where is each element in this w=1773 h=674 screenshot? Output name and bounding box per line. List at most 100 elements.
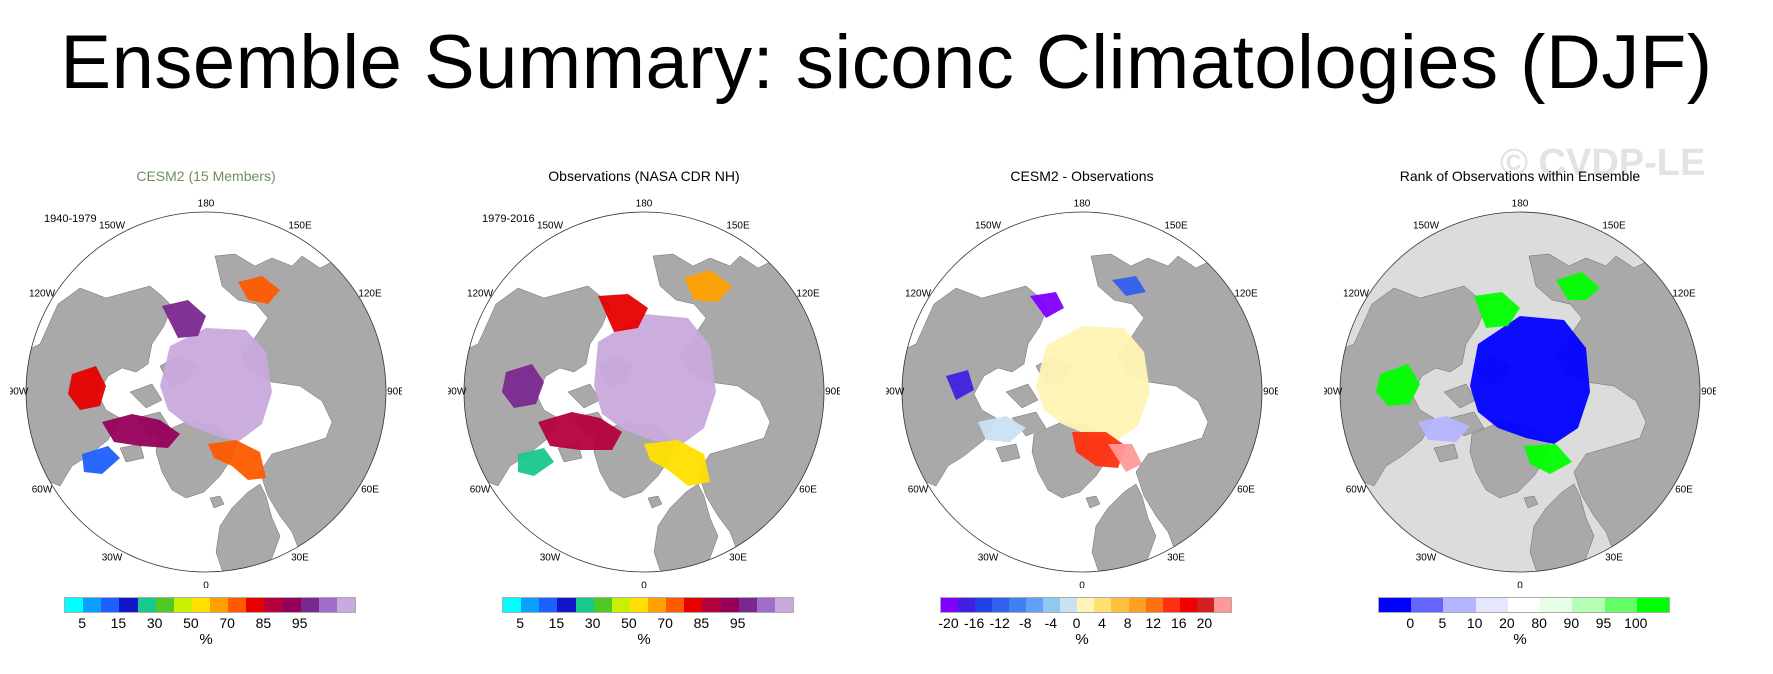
longitude-label: 120W — [905, 289, 932, 300]
colorbar-swatch — [1111, 598, 1129, 612]
period-label: 1979-2016 — [482, 213, 535, 225]
landmass — [209, 495, 225, 509]
landmass — [1085, 495, 1101, 509]
colorbar-swatch — [83, 598, 102, 612]
colorbar-tick-label: 50 — [183, 615, 199, 631]
colorbar-swatch — [137, 598, 156, 612]
colorbar-tick-label: 0 — [1406, 615, 1415, 631]
colorbar-tick-label: 95 — [1595, 615, 1612, 631]
colorbar-tick-label: 10 — [1466, 615, 1483, 631]
colorbar-swatch — [65, 598, 84, 612]
colorbar-swatch — [300, 598, 319, 612]
colorbar-tick-label: 85 — [693, 615, 710, 631]
colorbar-tick-label: 5 — [78, 615, 87, 631]
longitude-label: 180 — [198, 199, 215, 210]
panel-rank: Rank of Observations within Ensemble 180… — [1320, 160, 1720, 660]
longitude-label: 30E — [291, 553, 309, 564]
colorbar-tick-label: 5 — [516, 615, 525, 631]
colorbar-swatch — [648, 598, 667, 612]
longitude-label: 0 — [1079, 581, 1085, 588]
longitude-label: 150E — [1602, 221, 1626, 232]
colorbar-swatch — [1379, 598, 1412, 612]
colorbar-swatch — [228, 598, 247, 612]
longitude-label: 150E — [726, 221, 750, 232]
colorbar-tick-label: 70 — [657, 615, 673, 631]
colorbar-swatch — [1179, 598, 1197, 612]
sea-ice-region — [1556, 272, 1600, 300]
sea-ice-region — [538, 412, 622, 450]
colorbar-swatch — [191, 598, 210, 612]
colorbar-tick-label: 90 — [1563, 615, 1580, 631]
colorbar-tick-label: 95 — [729, 615, 746, 631]
colorbar-swatch — [575, 598, 594, 612]
colorbar-unit: % — [199, 631, 213, 648]
longitude-label: 60W — [908, 485, 929, 496]
colorbar-tick-label: -8 — [1019, 615, 1032, 631]
sea-ice-region — [1036, 326, 1150, 442]
sea-ice-region — [598, 294, 648, 332]
longitude-label: 60W — [1346, 485, 1367, 496]
colorbar-tick-label: 70 — [219, 615, 235, 631]
sea-ice-region — [208, 440, 266, 480]
colorbar-swatch — [684, 598, 703, 612]
longitude-label: 150E — [1164, 221, 1188, 232]
colorbar-tick-label: 30 — [146, 615, 163, 631]
period-label: 1940-1979 — [44, 213, 97, 225]
longitude-label: 120E — [796, 289, 820, 300]
longitude-label: 30W — [102, 553, 123, 564]
colorbar-swatch — [774, 598, 793, 612]
longitude-label: 90W — [448, 387, 467, 398]
colorbar-swatch — [210, 598, 229, 612]
longitude-label: 120W — [467, 289, 494, 300]
colorbar-tick-label: 30 — [584, 615, 601, 631]
colorbar — [64, 597, 356, 613]
sea-ice-region — [238, 276, 280, 304]
panel-observations: Observations (NASA CDR NH) 1979-2016 180… — [444, 160, 844, 660]
landmass — [647, 495, 663, 509]
longitude-label: 90E — [825, 387, 840, 398]
colorbar-swatch — [1009, 598, 1027, 612]
panel-title: Rank of Observations within Ensemble — [1399, 168, 1641, 184]
panel-cesm2: CESM2 (15 Members) 1940-1979 180 150E 120E… — [6, 160, 406, 660]
colorbar-swatch — [1162, 598, 1180, 612]
longitude-label: 30W — [540, 553, 561, 564]
colorbar-swatch — [503, 598, 522, 612]
landmass — [995, 443, 1021, 463]
colorbar-swatch — [1145, 598, 1163, 612]
colorbar-swatch — [1636, 598, 1669, 612]
colorbar-swatch — [1043, 598, 1061, 612]
colorbar-unit: % — [1075, 631, 1089, 648]
sea-ice-region — [82, 446, 120, 474]
longitude-label: 60E — [1237, 485, 1255, 496]
colorbar-tick-label: 8 — [1123, 615, 1132, 631]
sea-ice-region — [1112, 276, 1146, 296]
longitude-label: 120E — [1234, 289, 1258, 300]
colorbar-tick-label: 15 — [110, 615, 127, 631]
colorbar-swatch — [756, 598, 775, 612]
colorbar-swatch — [1475, 598, 1508, 612]
sea-ice-region — [1418, 416, 1470, 442]
sea-ice-region — [102, 414, 180, 448]
landmass — [1091, 483, 1157, 572]
colorbar-swatch — [155, 598, 174, 612]
landmass — [1529, 483, 1595, 572]
panel-title: Observations (NASA CDR NH) — [548, 168, 740, 184]
polar-map: 180 150E 120E 90E 60E 30E 0 30W 60W 90W 120W 150W — [448, 199, 840, 588]
colorbar-swatch — [611, 598, 630, 612]
longitude-label: 90E — [387, 387, 402, 398]
sea-ice-region — [502, 364, 544, 408]
colorbar-swatch — [521, 598, 540, 612]
longitude-label: 60E — [361, 485, 379, 496]
sea-ice-region — [644, 440, 710, 486]
longitude-label: 30E — [729, 553, 747, 564]
colorbar-swatch — [992, 598, 1010, 612]
landmass — [119, 443, 145, 463]
sea-ice-region — [978, 416, 1026, 442]
sea-ice-region — [1030, 292, 1064, 318]
colorbar-swatch — [318, 598, 337, 612]
sea-ice-region — [518, 448, 554, 476]
longitude-label: 180 — [1074, 199, 1091, 210]
colorbar-swatch — [101, 598, 120, 612]
map-border — [25, 211, 387, 573]
colorbar — [1378, 597, 1670, 613]
